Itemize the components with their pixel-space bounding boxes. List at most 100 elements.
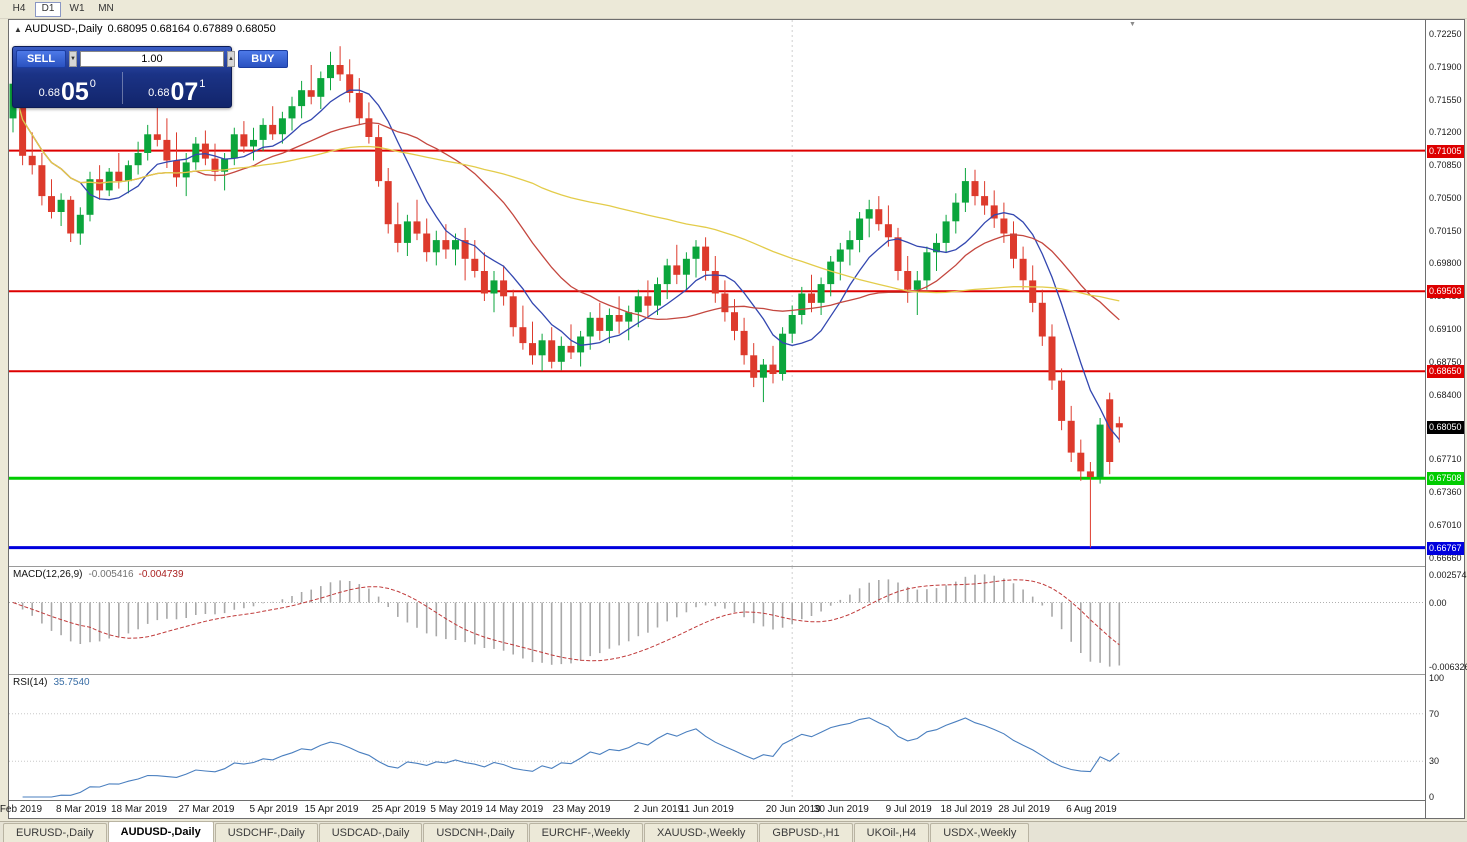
rsi-value: 35.7540 [53,677,90,688]
price-tick: 0.67360 [1429,487,1462,497]
chart-tab-EURUSD-Daily[interactable]: EURUSD-,Daily [3,823,107,842]
macd-signal-value: -0.004739 [138,569,184,580]
price-tick: 0.69800 [1429,258,1462,269]
price-tick: 0.71550 [1429,94,1462,105]
macd-label: MACD(12,26,9) -0.005416 -0.004739 [13,569,184,580]
current-price-badge: 0.68050 [1427,421,1464,435]
chart-title: ▲ AUDUSD-,Daily 0.68095 0.68164 0.67889 0.… [14,23,276,35]
buy-price-big-digits: 07 [170,77,199,106]
date-label: 2 Jun 2019 [633,804,684,815]
rsi-label: RSI(14) 35.7540 [13,677,90,688]
sell-price-display[interactable]: 0.68 05 0 [13,69,122,107]
macd-axis-label: 0.00 [1429,597,1447,608]
one-click-trading-panel: SELL ▼ ▲ BUY 0.68 05 0 0.68 07 [12,46,288,108]
date-label: 30 Jun 2019 [813,804,869,815]
date-label: 6 Aug 2019 [1066,804,1117,815]
date-label: 18 Mar 2019 [110,804,168,815]
date-label: 15 Apr 2019 [304,804,359,815]
price-tick: 0.68400 [1429,389,1462,400]
pane-divider[interactable] [9,674,1464,675]
rsi-axis-label: 100 [1429,673,1445,683]
volume-increase-button[interactable]: ▲ [226,51,235,67]
timeframe-button-H4[interactable]: H4 [6,2,32,17]
chart-tab-USDCAD-Daily[interactable]: USDCAD-,Daily [318,823,423,842]
pane-divider[interactable] [9,800,1464,801]
macd-axis-label: -0.006326 [1429,662,1467,672]
price-divider [121,72,123,104]
sell-button[interactable]: SELL [16,50,66,68]
volume-decrease-button[interactable]: ▼ [69,51,77,67]
timeframe-toolbar: H4 D1 W1 MN [0,0,1467,19]
timeframe-button-W1[interactable]: W1 [64,2,90,17]
date-label: 8 Mar 2019 [56,804,107,815]
date-label: 27 Feb 2019 [0,804,43,815]
date-label: 27 Mar 2019 [178,804,235,815]
chart-tab-GBPUSD-H1[interactable]: GBPUSD-,H1 [759,823,853,842]
sell-price-big-digits: 05 [60,77,89,106]
date-label: 11 Jun 2019 [679,804,734,815]
price-axis[interactable]: 0.72250 0.71900 0.71550 0.71200 0.70850 0.705… [1425,20,1467,818]
pane-divider[interactable] [9,566,1464,567]
hline-price-badge: 0.69503 [1427,285,1464,299]
macd-value: -0.005416 [88,569,134,580]
hline-price-badge: 0.67508 [1427,472,1464,486]
date-label: 14 May 2019 [485,804,544,815]
price-tick: 0.70150 [1429,225,1462,236]
trade-prices-row: 0.68 05 0 0.68 07 1 [13,69,231,107]
macd-histogram [21,574,1121,667]
macd-canvas[interactable] [9,567,1425,674]
timeframe-button-D1[interactable]: D1 [35,1,61,17]
date-label: 23 May 2019 [552,804,611,815]
chart-symbol-icon: ▲ [14,25,22,34]
date-label: 5 Apr 2019 [249,804,298,815]
price-tick: 0.69100 [1429,324,1462,335]
sell-price-pipette: 0 [89,78,96,90]
macd-title: MACD(12,26,9) [13,569,83,580]
chart-tab-XAUUSD-Weekly[interactable]: XAUUSD-,Weekly [643,823,759,842]
date-label: 9 Jul 2019 [885,804,932,815]
hline-price-badge: 0.68650 [1427,365,1464,379]
price-tick: 0.72250 [1429,29,1462,40]
ma-20-line [12,83,1120,321]
chart-tab-USDX-Weekly[interactable]: USDX-,Weekly [930,823,1030,842]
date-label: 25 Apr 2019 [371,804,426,815]
rsi-title: RSI(14) [13,677,48,688]
chart-tab-USDCHF-Daily[interactable]: USDCHF-,Daily [214,823,318,842]
hline-price-badge: 0.66767 [1427,541,1464,555]
chart-tab-bar: EURUSD-,Daily AUDUSD-,Daily USDCHF-,Daily U… [0,821,1467,842]
trade-controls-row: SELL ▼ ▲ BUY [13,47,288,69]
sell-price-prefix: 0.68 [38,87,60,99]
volume-input[interactable] [79,51,224,67]
price-tick: 0.70500 [1429,192,1462,203]
candles-group [9,46,1123,548]
price-tick: 0.71900 [1429,61,1462,72]
date-label: 5 May 2019 [430,804,483,815]
chart-tab-USDCNH-Daily[interactable]: USDCNH-,Daily [423,823,528,842]
macd-axis-label: 0.002574 [1429,570,1467,580]
buy-price-display[interactable]: 0.68 07 1 [123,69,232,107]
chart-window: ▲ AUDUSD-,Daily 0.68095 0.68164 0.67889 0.… [0,19,1467,819]
price-tick: 0.67010 [1429,519,1462,530]
ma-8-line [12,83,1120,441]
date-label: 18 Jul 2019 [940,804,993,815]
date-label: 20 Jun 2019 [765,804,821,815]
rsi-line [22,717,1120,798]
hline-price-badge: 0.71005 [1427,144,1464,158]
rsi-canvas[interactable] [9,675,1425,800]
buy-button[interactable]: BUY [237,50,288,68]
buy-price-pipette: 1 [199,78,206,90]
timeframe-button-MN[interactable]: MN [93,2,119,17]
chart-symbol-label: AUDUSD-,Daily [24,23,103,35]
chart-tab-UKOil-H4[interactable]: UKOil-,H4 [853,823,930,842]
chart-ohlc-values: 0.68095 0.68164 0.67889 0.68050 [107,23,276,35]
rsi-pane: RSI(14) 35.7540 [9,675,1425,800]
main-chart-pane: ▲ AUDUSD-,Daily 0.68095 0.68164 0.67889 0.… [9,20,1425,566]
main-chart-canvas[interactable] [9,20,1425,566]
chart-tab-EURCHF-Weekly[interactable]: EURCHF-,Weekly [528,823,643,842]
buy-price-prefix: 0.68 [148,87,170,99]
chart-shift-marker-icon: ▼ [1129,21,1136,28]
chart-tab-AUDUSD-Daily[interactable]: AUDUSD-,Daily [107,821,214,842]
ma-55-line [12,83,1120,302]
